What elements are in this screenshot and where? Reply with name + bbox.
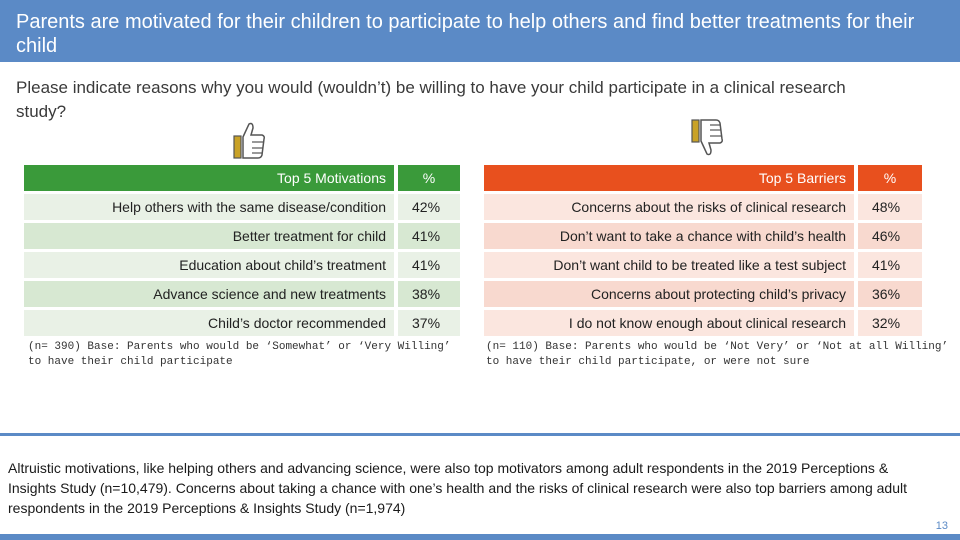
table-row: Concerns about the risks of clinical res… (484, 194, 922, 220)
motivation-pct: 41% (398, 252, 460, 278)
motivations-base-note: (n= 390) Base: Parents who would be ‘Som… (28, 341, 458, 368)
thumbs-up-icon (233, 122, 265, 159)
motivations-header-row: Top 5 Motivations % (24, 165, 460, 191)
slide-title-text: Parents are motivated for their children… (16, 11, 915, 57)
motivation-label: Child’s doctor recommended (24, 310, 394, 336)
barriers-table: Top 5 Barriers % Concerns about the risk… (484, 162, 922, 339)
table-row: Education about child’s treatment 41% (24, 252, 460, 278)
barrier-label: Don’t want child to be treated like a te… (484, 252, 854, 278)
table-row: Better treatment for child 41% (24, 223, 460, 249)
barrier-pct: 46% (858, 223, 922, 249)
table-row: Concerns about protecting child’s privac… (484, 281, 922, 307)
thumbs-down-icon (691, 119, 723, 156)
table-row: I do not know enough about clinical rese… (484, 310, 922, 336)
barriers-header-pct: % (858, 165, 922, 191)
page-number: 13 (935, 520, 948, 532)
barrier-pct: 41% (858, 252, 922, 278)
motivation-pct: 38% (398, 281, 460, 307)
motivation-pct: 41% (398, 223, 460, 249)
motivation-label: Advance science and new treatments (24, 281, 394, 307)
barrier-label: I do not know enough about clinical rese… (484, 310, 854, 336)
motivations-header-label: Top 5 Motivations (24, 165, 394, 191)
motivations-table: Top 5 Motivations % Help others with the… (24, 162, 460, 339)
motivation-label: Better treatment for child (24, 223, 394, 249)
table-row: Don’t want child to be treated like a te… (484, 252, 922, 278)
section-divider (0, 433, 960, 436)
survey-question: Please indicate reasons why you would (w… (16, 78, 846, 121)
barrier-label: Concerns about the risks of clinical res… (484, 194, 854, 220)
motivation-pct: 37% (398, 310, 460, 336)
table-row: Child’s doctor recommended 37% (24, 310, 460, 336)
motivation-pct: 42% (398, 194, 460, 220)
table-row: Advance science and new treatments 38% (24, 281, 460, 307)
motivation-label: Education about child’s treatment (24, 252, 394, 278)
footnote: Altruistic motivations, like helping oth… (8, 460, 907, 516)
barrier-label: Don’t want to take a chance with child’s… (484, 223, 854, 249)
motivation-label: Help others with the same disease/condit… (24, 194, 394, 220)
motivations-header-pct: % (398, 165, 460, 191)
barriers-header-row: Top 5 Barriers % (484, 165, 922, 191)
table-row: Don’t want to take a chance with child’s… (484, 223, 922, 249)
barrier-pct: 32% (858, 310, 922, 336)
barriers-header-label: Top 5 Barriers (484, 165, 854, 191)
barriers-base-note: (n= 110) Base: Parents who would be ‘Not… (486, 341, 955, 368)
barrier-pct: 48% (858, 194, 922, 220)
barrier-label: Concerns about protecting child’s privac… (484, 281, 854, 307)
slide-title: Parents are motivated for their children… (0, 0, 960, 62)
barrier-pct: 36% (858, 281, 922, 307)
bottom-bar (0, 534, 960, 540)
table-row: Help others with the same disease/condit… (24, 194, 460, 220)
